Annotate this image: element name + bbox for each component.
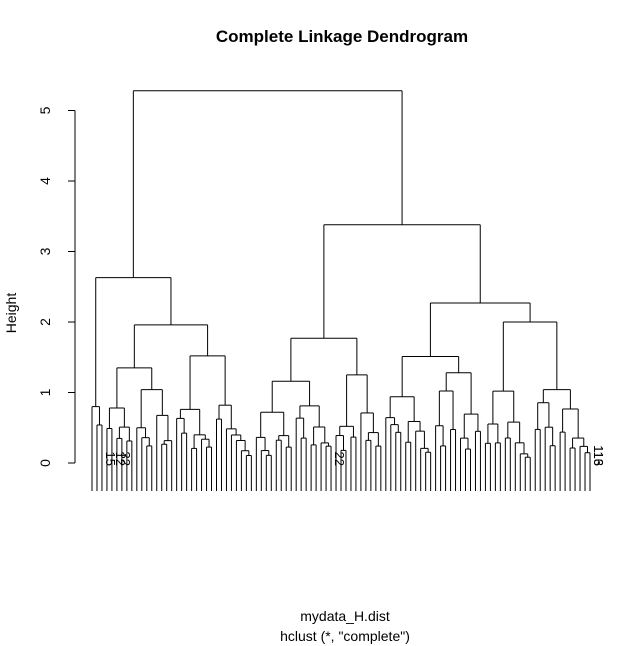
y-tick-label: 5 <box>37 106 53 114</box>
y-tick-label: 2 <box>37 318 53 326</box>
dendrogram-tree <box>91 90 591 491</box>
x-axis-sub-label: hclust (*, "complete") <box>280 628 410 644</box>
leaf-label: 113 <box>591 445 606 466</box>
x-axis-label: mydata_H.dist <box>300 608 390 624</box>
chart-title: Complete Linkage Dendrogram <box>216 27 468 46</box>
leaf-label: 22 <box>332 452 347 466</box>
y-tick-label: 3 <box>37 247 53 255</box>
y-tick-label: 1 <box>37 388 53 396</box>
leaf-label: 32 <box>118 452 133 466</box>
y-axis: 0 1 2 3 4 5 <box>37 106 76 467</box>
y-tick-label: 0 <box>37 459 53 467</box>
leaf-label: 116 <box>591 445 606 466</box>
y-axis-label: Height <box>3 293 19 334</box>
leaf-label: 15 <box>103 452 118 466</box>
leaf-label: 12 <box>113 452 128 466</box>
y-tick-label: 4 <box>37 177 53 185</box>
